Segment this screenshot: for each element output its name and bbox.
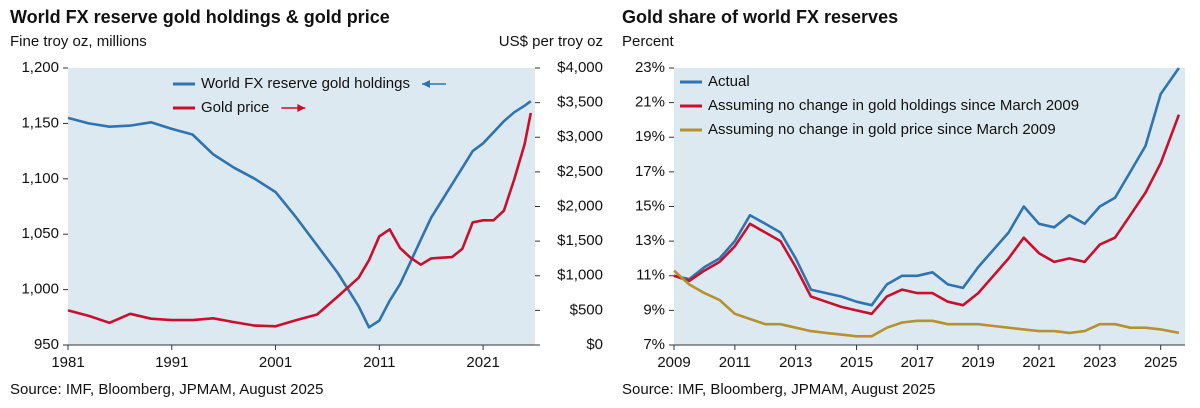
y2-tick-label: $3,500 <box>557 94 603 111</box>
y-tick-label: 1,100 <box>21 170 59 187</box>
x-tick-label: 2013 <box>779 354 812 371</box>
y2-axis-label: US$ per troy oz <box>499 33 603 50</box>
series-line <box>673 114 1181 316</box>
y2-tick-label: $500 <box>570 301 603 318</box>
x-tick-label: 2023 <box>1083 354 1116 371</box>
y-tick-label: 950 <box>34 336 59 353</box>
x-tick-label: 2021 <box>466 354 499 371</box>
series-line <box>67 112 533 328</box>
x-tick-label: 2015 <box>840 354 873 371</box>
y2-tick-label: $0 <box>586 336 603 353</box>
x-tick-label: 2011 <box>363 354 395 371</box>
legend-label: World FX reserve gold holdings <box>201 75 410 92</box>
legend-label: Assuming no change in gold holdings sinc… <box>708 97 1079 114</box>
x-tick-label: 1991 <box>155 354 188 371</box>
y-tick-label: 11% <box>636 267 665 284</box>
source: Source: IMF, Bloomberg, JPMAM, August 20… <box>10 381 323 398</box>
y-tick-label: 17% <box>635 163 665 180</box>
y-tick-label: 1,000 <box>21 281 59 298</box>
series-line <box>67 100 532 329</box>
y-tick-label: 19% <box>635 128 665 145</box>
legend-arrowhead <box>422 80 430 88</box>
y-tick-label: 15% <box>635 197 665 214</box>
x-tick-label: 2001 <box>259 354 292 371</box>
y-tick-label: 23% <box>635 59 665 76</box>
x-tick-label: 2019 <box>961 354 994 371</box>
y-tick-label: 1,050 <box>21 225 59 242</box>
x-tick-label: 2017 <box>901 354 934 371</box>
y-tick-label: 1,200 <box>21 59 59 76</box>
y-tick-label: 13% <box>635 232 665 249</box>
y-tick-label: 1,150 <box>21 114 59 131</box>
y2-tick-label: $1,500 <box>557 232 603 249</box>
x-tick-label: 2009 <box>657 354 690 371</box>
y2-tick-label: $1,000 <box>557 267 603 284</box>
source: Source: IMF, Bloomberg, JPMAM, August 20… <box>622 381 935 398</box>
x-tick-label: 2021 <box>1022 354 1055 371</box>
x-tick-label: 2011 <box>719 354 751 371</box>
y2-tick-label: $4,000 <box>557 59 603 76</box>
series-line <box>673 67 1180 307</box>
y-tick-label: 21% <box>635 94 665 111</box>
y2-tick-label: $2,500 <box>557 163 603 180</box>
legend-arrowhead <box>297 104 306 112</box>
y-tick-label: 9% <box>643 301 665 318</box>
x-tick-label: 2025 <box>1144 354 1177 371</box>
chart-title: World FX reserve gold holdings & gold pr… <box>10 7 390 27</box>
series-line <box>673 269 1180 338</box>
plot-background <box>68 68 535 345</box>
y2-tick-label: $3,000 <box>557 128 603 145</box>
y2-tick-label: $2,000 <box>557 197 603 214</box>
legend-label: Assuming no change in gold price since M… <box>708 121 1056 138</box>
legend-label: Actual <box>708 73 750 90</box>
y-axis-label: Percent <box>622 33 675 50</box>
chart-title: Gold share of world FX reserves <box>622 7 898 27</box>
y-axis-label: Fine troy oz, millions <box>10 33 147 50</box>
x-tick-label: 1981 <box>51 354 84 371</box>
y-tick-label: 7% <box>643 336 665 353</box>
legend-label: Gold price <box>201 99 269 116</box>
